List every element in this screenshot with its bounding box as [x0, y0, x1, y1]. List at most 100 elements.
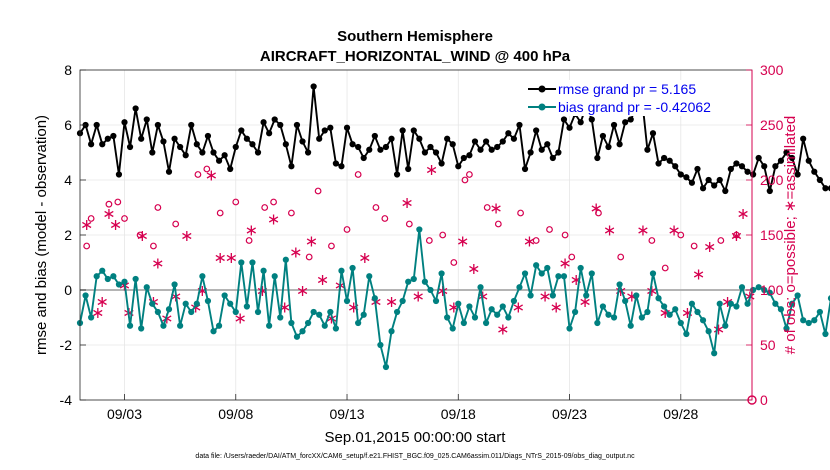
- rmse-point: [99, 141, 106, 148]
- obs-possible-point: [203, 165, 211, 173]
- bias-point: [649, 270, 657, 277]
- bias-point: [360, 311, 367, 318]
- bias-point: [126, 322, 134, 329]
- rmse-point: [149, 149, 156, 156]
- bias-point: [438, 270, 445, 277]
- obs-possible-point: [232, 198, 240, 206]
- rmse-point: [254, 149, 262, 156]
- rmse-point: [622, 119, 629, 126]
- bias-point: [633, 292, 640, 299]
- legend-rmse-marker: [538, 85, 546, 93]
- rmse-point: [299, 138, 306, 145]
- data-file-footnote: data file: /Users/raeder/DAI/ATM_forcXX/…: [195, 453, 635, 460]
- rmse-point: [104, 135, 111, 142]
- bias-point: [610, 314, 618, 321]
- y-axis-label: rmse and bias (model - observation): [33, 115, 50, 355]
- bias-point: [321, 322, 328, 329]
- obs-assimilated-point: ∗: [225, 248, 238, 267]
- right-tick-label: 100: [760, 282, 784, 298]
- rmse-point: [143, 116, 150, 123]
- rmse-point: [271, 116, 278, 123]
- rmse-point: [488, 146, 495, 153]
- rmse-point: [494, 143, 501, 151]
- obs-count-layer: ∗∗∗∗∗∗∗∗∗∗∗∗∗∗∗∗∗∗∗∗∗∗∗∗∗∗∗∗∗∗∗ ∗∗∗∗∗∗∗∗∗…: [80, 160, 757, 405]
- rmse-point: [549, 154, 556, 162]
- bias-point: [699, 317, 707, 324]
- rmse-point: [772, 163, 779, 170]
- rmse-point: [672, 163, 679, 170]
- rmse-point: [744, 168, 751, 175]
- obs-possible-point: [87, 215, 95, 222]
- bias-point: [783, 325, 790, 332]
- y-tick-label: -2: [60, 337, 73, 353]
- rmse-point: [616, 141, 623, 148]
- obs-assimilated-point: ∗: [109, 215, 122, 234]
- bias-point: [221, 292, 228, 299]
- rmse-point: [177, 143, 184, 151]
- bias-point: [800, 317, 807, 324]
- obs-assimilated-point: ∗: [305, 232, 318, 251]
- bias-point: [310, 308, 317, 316]
- rmse-point: [249, 141, 256, 148]
- rmse-point: [816, 176, 823, 184]
- bias-point: [299, 328, 306, 335]
- rmse-point: [382, 143, 390, 151]
- rmse-point: [688, 179, 696, 186]
- rmse-point: [288, 163, 295, 170]
- obs-possible-point: [136, 231, 144, 239]
- rmse-point: [460, 154, 467, 162]
- bias-point: [260, 267, 267, 274]
- obs-assimilated-point: ∗: [558, 254, 571, 273]
- bias-point: [777, 306, 785, 313]
- rmse-point: [788, 154, 796, 162]
- rmse-point: [88, 141, 95, 148]
- obs-assimilated-point: ∗: [703, 237, 716, 256]
- legend-bias-marker: [538, 103, 546, 111]
- y-tick-label: 8: [64, 62, 72, 78]
- rmse-point: [560, 116, 568, 123]
- bias-point: [444, 314, 451, 321]
- rmse-point: [182, 152, 189, 159]
- rmse-point: [232, 143, 239, 151]
- rmse-point: [521, 165, 529, 173]
- rmse-point: [360, 154, 367, 162]
- bias-point: [694, 308, 701, 316]
- rmse-point: [544, 141, 551, 148]
- bias-point: [416, 226, 423, 233]
- bias-point: [210, 328, 217, 335]
- obs-possible-point: [661, 264, 669, 272]
- rmse-point: [210, 149, 217, 156]
- y-axis-ticks: -4 -2 0 2 4 6 8: [60, 62, 86, 408]
- bias-point: [510, 297, 518, 305]
- bias-point: [82, 292, 89, 299]
- rmse-point: [199, 149, 206, 156]
- bias-point: [822, 330, 829, 338]
- bias-point: [827, 295, 830, 302]
- bias-point: [644, 308, 651, 316]
- bias-point: [677, 319, 684, 327]
- obs-assimilated-point: ∗: [205, 166, 218, 185]
- obs-assimilated-point: ∗: [667, 221, 680, 240]
- x-tick-label: 09/23: [552, 406, 587, 422]
- bias-point: [555, 273, 562, 280]
- obs-possible-point: [121, 215, 128, 222]
- rmse-point: [310, 83, 317, 90]
- obs-possible-point: [216, 209, 224, 217]
- bias-point: [571, 308, 579, 316]
- rmse-point: [260, 119, 267, 126]
- rmse-point: [761, 163, 768, 170]
- obs-possible-point: [287, 209, 295, 217]
- obs-possible-point: [270, 198, 277, 206]
- bias-point: [293, 333, 301, 340]
- bias-point: [399, 297, 406, 305]
- rmse-point: [777, 157, 785, 164]
- obs-assimilated-point: ∗: [136, 226, 149, 245]
- obs-possible-point: [439, 231, 447, 239]
- rmse-point: [677, 171, 684, 178]
- rmse-point: [371, 132, 378, 140]
- rmse-point: [160, 138, 167, 145]
- obs-possible-point: [483, 204, 491, 211]
- bias-point: [627, 322, 634, 329]
- obs-possible-point: [150, 242, 157, 250]
- bias-point: [243, 303, 250, 310]
